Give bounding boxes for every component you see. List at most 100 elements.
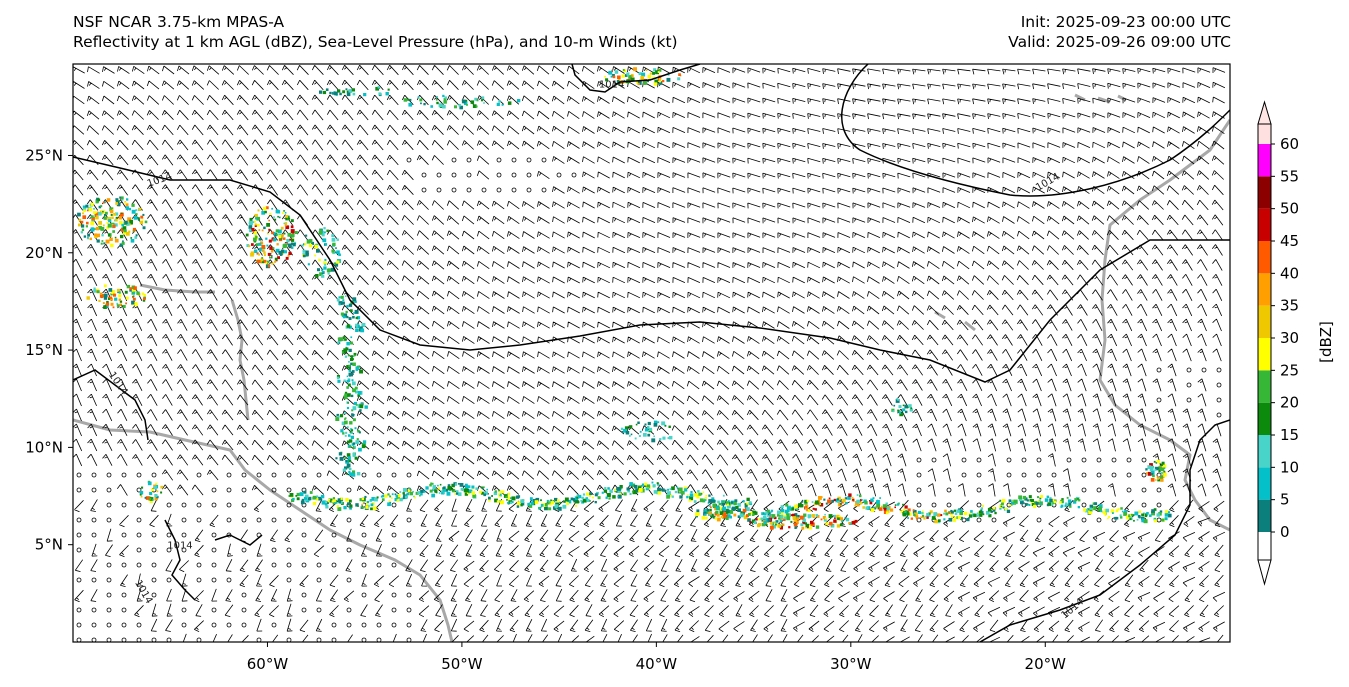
echo-pixel — [353, 418, 356, 422]
echo-pixel — [399, 491, 402, 493]
echo-pixel — [574, 501, 577, 504]
echo-pixel — [1144, 513, 1148, 517]
echo-pixel — [876, 500, 880, 504]
echo-pixel — [114, 236, 117, 239]
echo-pixel — [468, 489, 473, 493]
echo-pixel — [292, 231, 295, 234]
echo-pixel — [250, 252, 254, 257]
echo-pixel — [794, 526, 797, 529]
echo-pixel — [936, 513, 941, 517]
echo-pixel — [345, 88, 348, 91]
echo-pixel — [1133, 519, 1135, 522]
echo-pixel — [757, 523, 761, 527]
echo-pixel — [437, 484, 439, 487]
echo-pixel — [93, 287, 96, 290]
echo-pixel — [910, 407, 913, 410]
echo-pixel — [355, 440, 360, 445]
echo-pixel — [461, 99, 466, 104]
echo-pixel — [452, 488, 454, 491]
echo-pixel — [951, 510, 954, 514]
echo-pixel — [678, 73, 681, 76]
echo-pixel — [132, 297, 136, 301]
echo-pixel — [457, 492, 462, 496]
echo-pixel — [343, 348, 348, 353]
echo-pixel — [721, 503, 725, 506]
echo-pixel — [1157, 467, 1160, 470]
echo-pixel — [352, 388, 356, 393]
echo-pixel — [689, 496, 694, 501]
echo-pixel — [1161, 518, 1165, 522]
echo-pixel — [334, 91, 338, 96]
echo-pixel — [105, 239, 110, 244]
echo-pixel — [388, 500, 391, 503]
echo-pixel — [348, 499, 352, 503]
echo-pixel — [913, 513, 916, 517]
echo-pixel — [154, 496, 158, 501]
calm-marker — [1111, 457, 1117, 463]
echo-pixel — [288, 251, 292, 255]
calm-marker — [76, 607, 82, 613]
echo-pixel — [994, 511, 997, 515]
echo-pixel — [647, 421, 651, 426]
echo-pixel — [612, 75, 616, 79]
echo-pixel — [730, 501, 734, 504]
calm-marker — [1006, 472, 1012, 478]
calm-marker — [271, 547, 277, 553]
calm-marker — [406, 637, 412, 642]
echo-pixel — [878, 507, 883, 511]
echo-pixel — [114, 223, 118, 227]
echo-pixel — [767, 512, 771, 516]
echo-pixel — [106, 226, 110, 230]
echo-pixel — [787, 510, 790, 513]
echo-pixel — [1147, 471, 1152, 476]
calm-marker — [226, 472, 232, 478]
echo-pixel — [725, 516, 729, 520]
echo-pixel — [1147, 465, 1152, 470]
echo-pixel — [406, 492, 409, 496]
echo-pixel — [638, 72, 642, 76]
echo-pixel — [833, 514, 836, 518]
echo-pixel — [1098, 504, 1103, 509]
calm-marker — [1081, 487, 1087, 493]
isobar-caribbean — [73, 369, 149, 441]
calm-marker — [1096, 487, 1102, 493]
echo-pixel — [285, 217, 289, 221]
echo-pixel — [647, 426, 650, 429]
echo-pixel — [920, 516, 923, 519]
echo-pixel — [435, 99, 438, 101]
valid-time: Valid: 2025-09-26 09:00 UTC — [1008, 33, 1231, 51]
echo-pixel — [347, 456, 351, 460]
echo-pixel — [137, 217, 140, 220]
echo-pixel — [341, 301, 345, 305]
echo-pixel — [928, 512, 931, 515]
calm-marker — [391, 592, 397, 598]
echo-pixel — [790, 514, 793, 517]
echo-pixel — [257, 259, 261, 264]
echo-pixel — [93, 211, 96, 214]
echo-pixel — [82, 215, 87, 219]
calm-marker — [1096, 517, 1102, 523]
echo-pixel — [716, 517, 721, 522]
echo-pixel — [109, 209, 114, 214]
echo-pixel — [253, 231, 257, 235]
echo-pixel — [697, 512, 700, 516]
echo-pixel — [351, 413, 354, 416]
echo-pixel — [394, 497, 398, 502]
echo-pixel — [409, 98, 412, 101]
calm-marker — [1066, 457, 1072, 463]
echo-pixel — [1031, 499, 1034, 502]
echo-pixel — [1162, 464, 1167, 468]
echo-pixel — [319, 229, 322, 232]
echo-pixel — [828, 514, 833, 518]
calm-marker — [241, 502, 247, 508]
echo-pixel — [348, 459, 352, 463]
echo-pixel — [352, 381, 356, 386]
echo-pixel — [657, 421, 660, 423]
echo-pixel — [324, 500, 327, 502]
echo-pixel — [96, 290, 100, 294]
echo-pixel — [1024, 503, 1028, 506]
echo-pixel — [349, 467, 352, 471]
echo-pixel — [698, 492, 702, 496]
calm-marker — [331, 562, 337, 568]
echo-pixel — [261, 249, 263, 252]
